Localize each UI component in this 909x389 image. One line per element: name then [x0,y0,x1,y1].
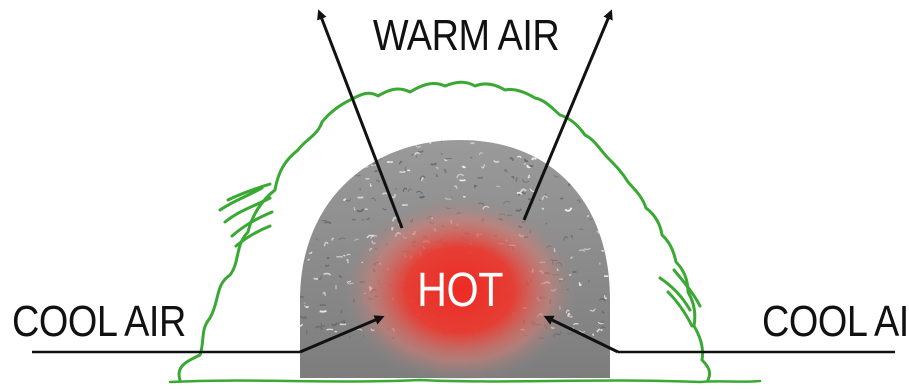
cool-air-arrow-right [543,315,619,354]
cool-air-arrow-left [299,315,385,354]
cool-air-label-left: COOL AIR [12,296,186,345]
warm-air-label: WARM AIR [373,10,559,59]
compost-pile [300,140,610,385]
cool-air-label-right: COOL AIR [762,296,909,345]
hot-core [340,195,580,385]
hot-label: HOT [417,263,503,317]
warm-air-arrow-left [317,9,404,229]
arrows [299,9,619,354]
warm-air-arrow-right [522,9,613,221]
